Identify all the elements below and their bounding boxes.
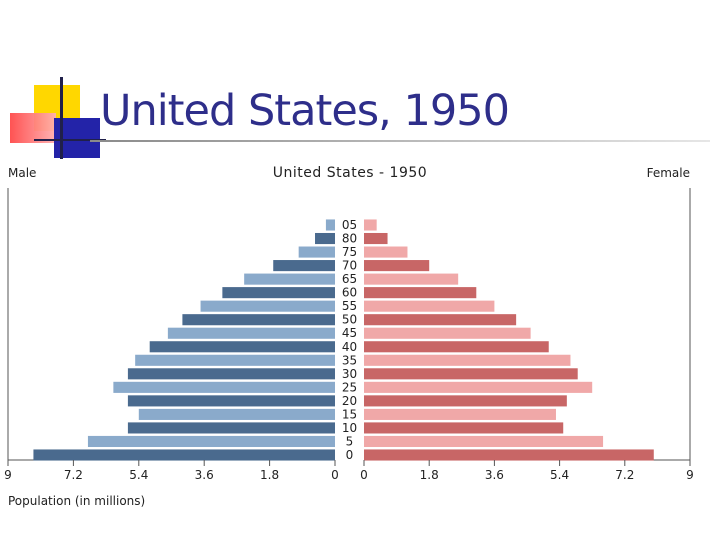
male-bar-45	[167, 327, 335, 339]
male-bar-5	[87, 435, 335, 448]
female-bar-05	[364, 219, 377, 231]
male-bar-25	[113, 381, 335, 393]
male-bar-40	[149, 341, 335, 353]
female-bar-70	[364, 260, 430, 272]
age-label-30: 30	[342, 367, 357, 381]
age-label-20: 20	[342, 394, 357, 408]
title-underline	[90, 140, 710, 142]
male-tick-label: 3.6	[195, 468, 214, 482]
female-bar-25	[364, 381, 593, 393]
male-bar-80	[315, 232, 335, 245]
male-tick-label: 1.8	[260, 468, 279, 482]
female-bar-20	[364, 395, 567, 407]
age-label-70: 70	[342, 259, 357, 273]
age-label-35: 35	[342, 353, 357, 367]
age-label-40: 40	[342, 340, 357, 354]
slide-title: United States, 1950	[100, 86, 510, 136]
male-bar-30	[127, 368, 336, 380]
female-tick-label: 0	[360, 468, 368, 482]
male-bar-75	[298, 246, 335, 258]
female-tick-label: 5.4	[550, 468, 569, 482]
female-bar-35	[364, 354, 571, 366]
female-bar-10	[364, 422, 564, 434]
male-bar-65	[244, 273, 335, 285]
male-bar-70	[273, 260, 335, 272]
male-tick-label: 9	[4, 468, 12, 482]
female-bar-45	[364, 327, 531, 339]
age-label-5: 5	[346, 434, 354, 448]
female-bar-55	[364, 300, 495, 312]
age-label-25: 25	[342, 380, 357, 394]
age-label-75: 75	[342, 245, 357, 259]
female-bar-50	[364, 314, 517, 326]
decor-red-square	[10, 113, 56, 143]
female-tick-label: 3.6	[485, 468, 504, 482]
male-bar-05	[325, 219, 335, 231]
male-bar-50	[182, 314, 335, 326]
age-label-05: 05	[342, 218, 357, 232]
age-label-0: 0	[346, 448, 354, 462]
chart-title: United States - 1950	[273, 165, 427, 181]
decor-horizontal-line	[34, 139, 106, 141]
population-pyramid-chart: United States - 1950 Male Female Populat…	[4, 165, 694, 508]
male-bar-35	[135, 354, 335, 366]
x-axis-label: Population (in millions)	[8, 494, 145, 508]
female-bar-15	[364, 408, 556, 420]
female-tick-label: 9	[686, 468, 694, 482]
female-bar-80	[364, 232, 388, 245]
female-label: Female	[647, 166, 690, 180]
female-bar-5	[364, 435, 604, 448]
age-label-50: 50	[342, 313, 357, 327]
female-bar-30	[364, 368, 578, 380]
decor-vertical-line	[60, 77, 63, 159]
male-bar-0	[33, 449, 335, 461]
age-label-80: 80	[342, 232, 357, 246]
age-label-65: 65	[342, 272, 357, 286]
male-bar-10	[127, 422, 336, 434]
male-bar-20	[127, 395, 336, 407]
male-bar-55	[200, 300, 335, 312]
age-label-10: 10	[342, 421, 357, 435]
male-tick-label: 7.2	[64, 468, 83, 482]
female-bar-40	[364, 341, 549, 353]
male-bar-60	[222, 287, 335, 299]
age-label-15: 15	[342, 407, 357, 421]
male-tick-label: 0	[331, 468, 339, 482]
female-bar-65	[364, 273, 459, 285]
male-label: Male	[8, 166, 36, 180]
male-tick-label: 5.4	[129, 468, 148, 482]
age-label-45: 45	[342, 326, 357, 340]
age-label-55: 55	[342, 299, 357, 313]
female-bar-0	[364, 449, 654, 461]
female-tick-label: 1.8	[420, 468, 439, 482]
female-bar-75	[364, 246, 408, 258]
female-tick-label: 7.2	[615, 468, 634, 482]
male-bar-15	[138, 408, 335, 420]
age-label-60: 60	[342, 286, 357, 300]
female-bar-60	[364, 287, 477, 299]
